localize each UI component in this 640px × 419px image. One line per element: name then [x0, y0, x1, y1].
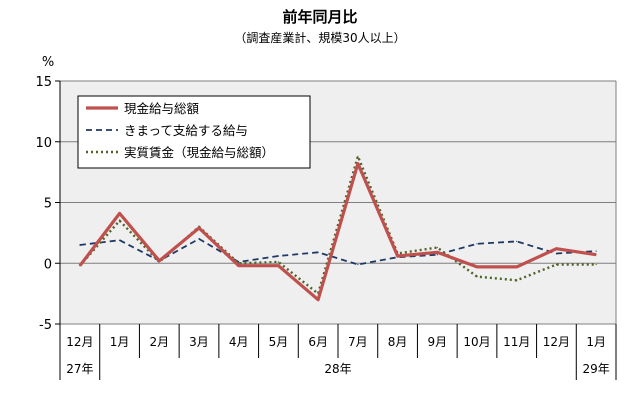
y-axis-unit-label: % [42, 55, 54, 70]
data-point [516, 279, 518, 281]
series-lines [78, 155, 597, 302]
category-label: 3月 [189, 335, 209, 349]
data-point [476, 243, 478, 245]
series-line-1 [78, 162, 597, 302]
category-label: 5月 [269, 335, 289, 349]
data-point [277, 265, 280, 267]
data-point [516, 266, 518, 268]
data-point [317, 251, 319, 253]
category-label: 12月 [66, 335, 93, 349]
data-point [238, 265, 240, 267]
data-point [198, 238, 200, 240]
category-label: 8月 [388, 335, 408, 349]
year-label: 28年 [324, 362, 351, 376]
data-point [516, 240, 518, 242]
data-point [436, 251, 438, 253]
data-point [436, 254, 438, 256]
legend-label: 実質賃金（現金給与総額） [124, 145, 274, 160]
year-label: 27年 [66, 362, 93, 376]
data-point [277, 255, 280, 257]
data-point [555, 263, 558, 266]
chart-subtitle: （調査産業計、規模30人以上） [234, 30, 405, 45]
data-point [396, 255, 399, 257]
y-tick-label: 10 [35, 136, 52, 151]
category-label: 1月 [110, 335, 130, 349]
data-point [79, 244, 81, 246]
data-point [158, 260, 160, 262]
y-tick-label: 15 [35, 75, 52, 90]
category-label: 1月 [586, 335, 606, 349]
data-point [317, 299, 319, 301]
data-point [238, 261, 240, 263]
category-label: 2月 [149, 335, 169, 349]
y-tick-label: 0 [44, 257, 52, 272]
category-label: 9月 [427, 335, 447, 349]
y-tick-label: -5 [39, 318, 52, 333]
legend-label: 現金給与総額 [124, 101, 200, 116]
data-point [595, 250, 597, 252]
category-label: 7月 [348, 335, 368, 349]
data-point [357, 163, 359, 165]
chart-title: 前年同月比 [282, 8, 357, 26]
x-axis-categories: 12月 1月 2月 3月 4月 5月 6月 7月 8月 9月 10月 11月 12月 1月 [66, 335, 606, 349]
category-table [59, 324, 617, 380]
legend-label: きまって支給する給与 [124, 123, 248, 138]
data-point [118, 239, 121, 241]
data-point [476, 276, 478, 278]
data-point [555, 252, 558, 255]
data-point [595, 254, 597, 256]
category-label: 10月 [463, 335, 490, 349]
category-label: 12月 [543, 335, 570, 349]
y-tick-label: 5 [44, 197, 52, 212]
data-point [357, 155, 359, 157]
data-point [79, 265, 81, 267]
data-point [555, 248, 558, 250]
data-point [436, 246, 438, 249]
data-point [277, 261, 280, 263]
year-label: 29年 [583, 362, 610, 376]
data-point [118, 220, 121, 222]
category-label: 11月 [503, 335, 530, 349]
data-point [198, 227, 200, 229]
data-point [595, 263, 597, 266]
category-label: 6月 [308, 335, 328, 349]
data-point [118, 212, 121, 215]
category-label: 4月 [229, 335, 249, 349]
x-axis-year-labels: 27年 28年 29年 [66, 362, 610, 376]
data-point [357, 263, 359, 266]
y-axis-ticks: 15 10 5 0 -5 [35, 75, 60, 333]
data-point [476, 266, 478, 268]
